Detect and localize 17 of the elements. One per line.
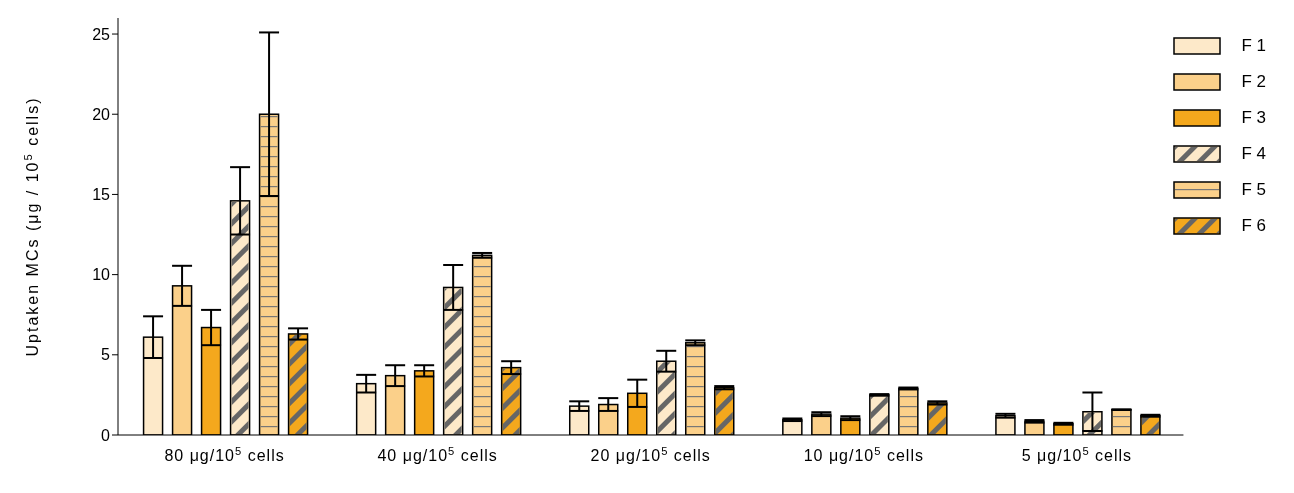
x-tick-label: 10 μg/10$^{5}$ cells: [803, 445, 924, 464]
legend-label: F 3: [1241, 108, 1266, 128]
y-tick-label: 10: [92, 266, 111, 284]
y-tick-label: 0: [101, 426, 111, 444]
y-tick-label: 20: [92, 105, 111, 123]
legend-label: F 6: [1241, 216, 1266, 236]
x-tick-label: 40 μg/10$^{5}$ cells: [377, 445, 498, 464]
x-tick-label: 20 μg/10$^{5}$ cells: [590, 445, 711, 464]
legend-label: F 5: [1241, 180, 1266, 200]
y-tick-label: 5: [101, 346, 111, 364]
legend-label: F 1: [1241, 36, 1266, 56]
legend-label: F 4: [1241, 144, 1266, 164]
legend-label: F 2: [1241, 72, 1266, 92]
x-tick-label: 80 μg/10$^{5}$ cells: [164, 445, 285, 464]
y-tick-label: 15: [92, 186, 111, 204]
x-tick-label: 5 μg/10$^{5}$ cells: [1021, 445, 1133, 464]
y-tick-label: 25: [92, 25, 111, 43]
